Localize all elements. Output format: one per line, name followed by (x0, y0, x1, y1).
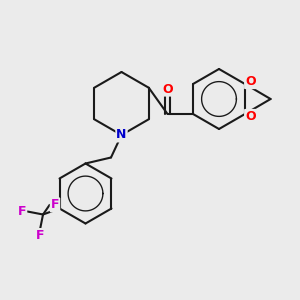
Text: F: F (36, 229, 44, 242)
Text: F: F (51, 198, 59, 212)
Text: O: O (245, 75, 256, 88)
Text: F: F (18, 205, 26, 218)
Text: N: N (116, 128, 127, 142)
Text: O: O (162, 82, 173, 96)
Text: O: O (245, 110, 256, 123)
